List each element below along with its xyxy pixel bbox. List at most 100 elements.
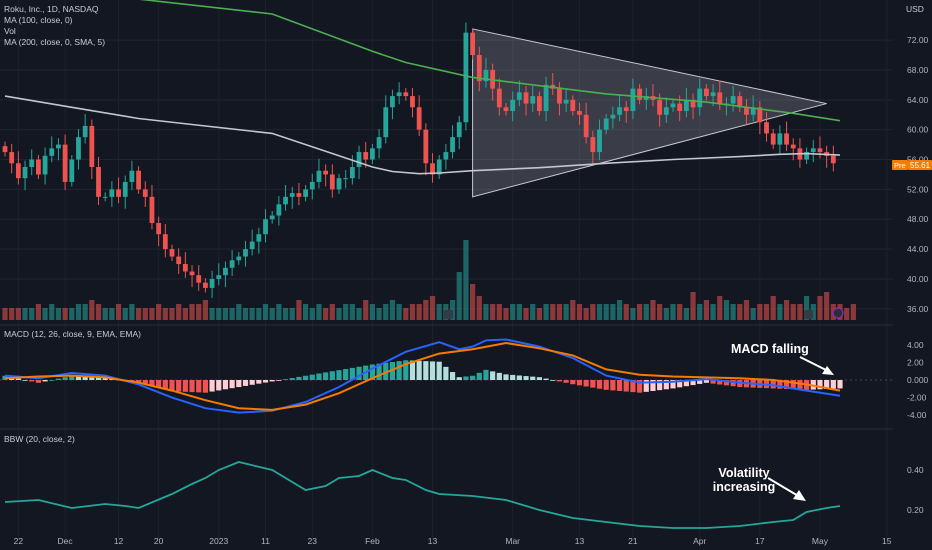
volume-bar [637, 304, 643, 320]
candle-body [610, 114, 616, 119]
candle [2, 141, 8, 157]
candle [830, 145, 836, 172]
candle [96, 156, 101, 206]
volume-bar [242, 308, 249, 320]
candle-body [456, 122, 462, 138]
volume-bar [282, 308, 289, 320]
candle-body [790, 144, 796, 149]
volume-bar [82, 304, 88, 320]
candle [810, 140, 816, 163]
candle [36, 155, 41, 179]
macd-histogram-bar [262, 380, 269, 383]
candle [577, 102, 582, 125]
candle [704, 84, 709, 101]
candle [410, 87, 415, 118]
volume-bar [42, 308, 48, 320]
volume-bar [456, 272, 462, 320]
volume-bar [510, 304, 516, 320]
macd-histogram-bar [303, 375, 309, 380]
macd-histogram-bar [610, 380, 616, 391]
volume-bar [576, 304, 583, 320]
candle [516, 80, 522, 107]
candle [169, 244, 175, 262]
volume-bar [115, 304, 122, 320]
macd-histogram-bar [15, 378, 21, 380]
macd-histogram-bar [242, 380, 249, 386]
candle-body [516, 92, 522, 100]
macd-histogram-bar [169, 380, 175, 392]
candle-body [804, 152, 809, 160]
candle-body [229, 260, 235, 268]
macd-histogram-bar [516, 375, 522, 380]
macd-histogram-bar [222, 380, 229, 390]
volume-bar [216, 308, 222, 320]
volume-bar [62, 308, 68, 320]
price-tick-label: 64.00 [907, 95, 929, 105]
candle [89, 119, 95, 179]
candle-body [543, 84, 549, 112]
candle-body [590, 137, 596, 153]
macd-histogram-bar [476, 372, 482, 380]
candle-body [56, 144, 61, 149]
volume-bar [670, 304, 676, 320]
macd-panel [2, 338, 843, 414]
candle [804, 147, 809, 165]
price-tag-pre: Pre [894, 161, 906, 170]
x-tick-label: Apr [693, 536, 706, 546]
candle [396, 82, 402, 105]
candle [182, 252, 188, 278]
volume-bar [556, 304, 563, 320]
macd-histogram-bar [82, 376, 88, 380]
candle-body [770, 133, 776, 145]
volume-bar [336, 308, 342, 320]
candle [336, 173, 342, 194]
candle-body [316, 170, 322, 182]
candle [276, 196, 282, 226]
candle [370, 143, 375, 165]
macd-histogram-bar [62, 377, 68, 380]
candle [109, 181, 115, 207]
volume-bar [777, 304, 783, 320]
macd-histogram-bar [663, 380, 669, 390]
volume-bar [329, 304, 335, 320]
price-tick-label: 40.00 [907, 274, 929, 284]
candle [22, 160, 28, 191]
candle [683, 87, 689, 118]
macd-histogram-bar [95, 376, 102, 380]
candle-body [276, 204, 282, 216]
volume-bar [603, 304, 609, 320]
x-tick-label: Dec [58, 536, 74, 546]
volume-bar [770, 296, 776, 320]
macd-histogram-bar [637, 380, 643, 393]
volume-bar [236, 304, 242, 320]
candle-body [329, 174, 335, 190]
candle-body [396, 92, 402, 97]
volume-bar [22, 308, 28, 320]
macd-histogram-bar [683, 380, 689, 387]
volume-bar [449, 300, 456, 320]
candle [256, 227, 262, 254]
macd-histogram-bar [202, 380, 208, 393]
macd-tick-label: -2.00 [907, 393, 927, 403]
candle [329, 164, 335, 198]
candle [223, 261, 228, 288]
macd-histogram-bar [403, 360, 409, 380]
candle-body [443, 152, 449, 160]
volume-bar [483, 304, 489, 320]
candle-body [663, 107, 669, 115]
volume-bar [75, 304, 82, 320]
candle [690, 93, 696, 120]
candle [503, 102, 509, 116]
volume-bar [323, 308, 329, 320]
candle-body [390, 96, 395, 108]
macd-histogram-bar [423, 361, 429, 380]
candle-body [496, 88, 502, 108]
candle-body [537, 96, 542, 112]
candle-body [690, 99, 696, 108]
candle [69, 155, 75, 187]
price-tick-label: 60.00 [907, 125, 929, 135]
macd-histogram-bar [396, 361, 402, 380]
candle [744, 99, 749, 125]
panel-icons[interactable] [444, 307, 844, 319]
